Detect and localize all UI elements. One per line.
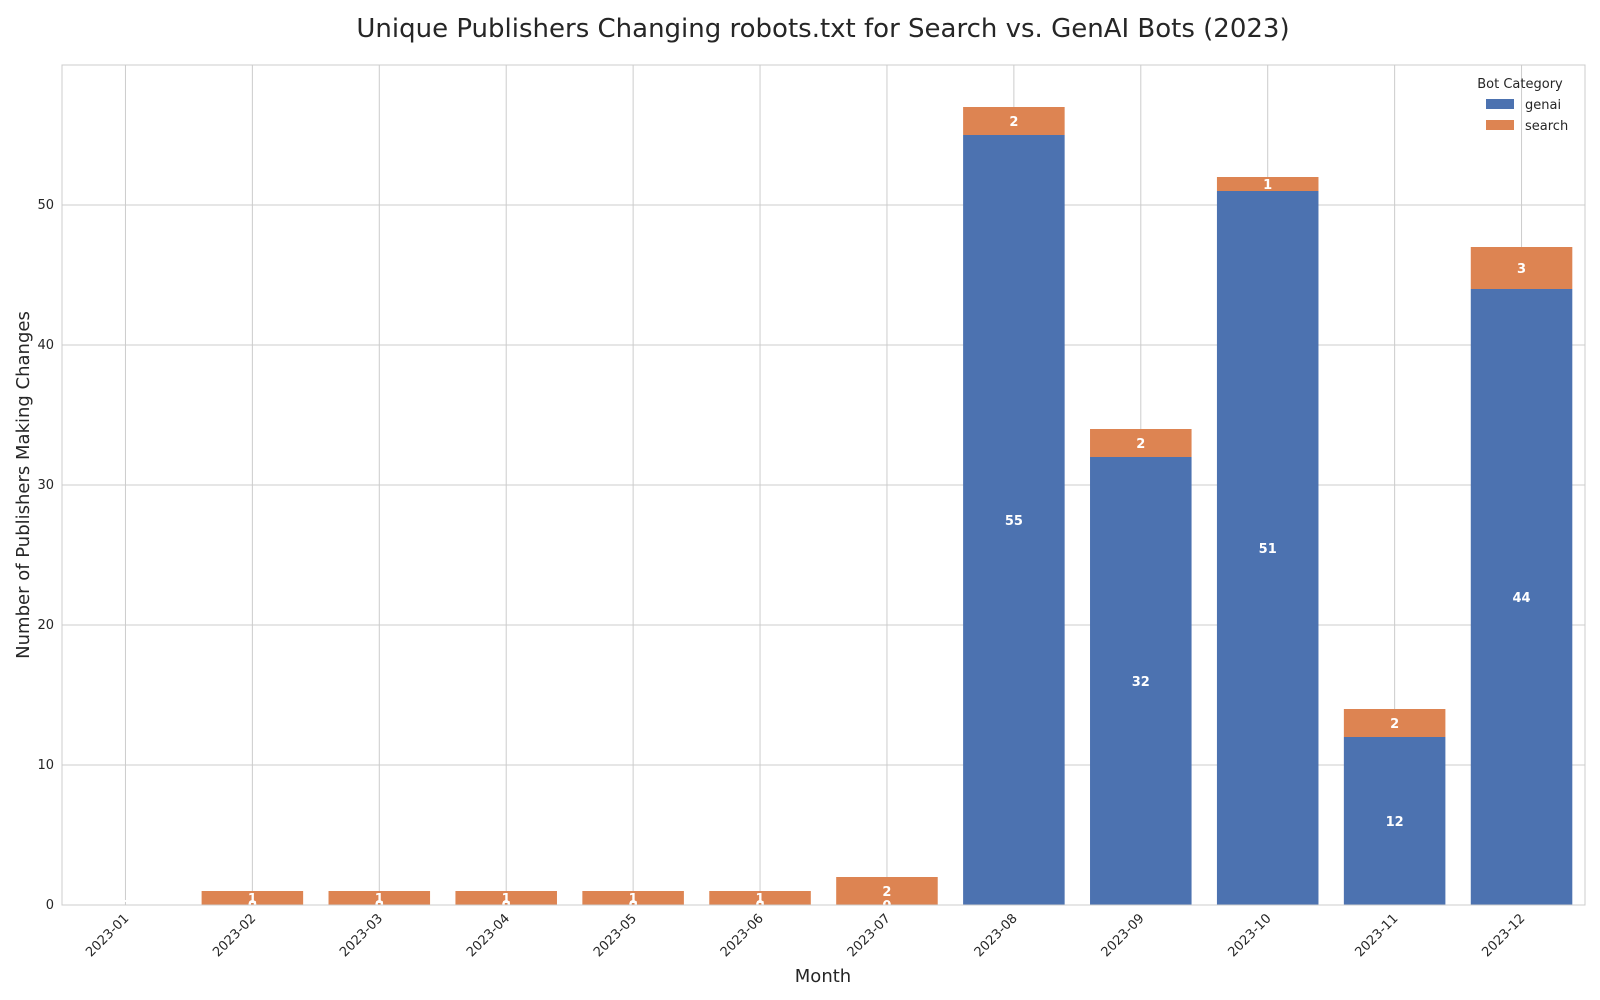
bar-value-label-search: 2 bbox=[1009, 115, 1018, 130]
bar-search bbox=[582, 891, 684, 905]
legend-swatch-genai bbox=[1486, 99, 1514, 109]
bar-search bbox=[836, 877, 938, 905]
bar-search bbox=[455, 891, 557, 905]
bar-value-label-genai: 0 bbox=[756, 899, 765, 914]
legend-label-search: search bbox=[1525, 119, 1568, 134]
bar-value-label-search: 3 bbox=[1517, 262, 1526, 277]
bar-value-label-genai: 0 bbox=[502, 899, 511, 914]
bar-genai bbox=[1470, 289, 1573, 905]
bar-value-label-genai: 55 bbox=[1005, 514, 1023, 529]
bar-genai bbox=[1343, 737, 1446, 905]
bar-value-label-genai: 0 bbox=[121, 899, 130, 914]
bar-search bbox=[1090, 429, 1192, 457]
chart-title: Unique Publishers Changing robots.txt fo… bbox=[356, 14, 1289, 44]
bar-search bbox=[1216, 177, 1319, 191]
bar-value-label-genai: 0 bbox=[248, 899, 257, 914]
bar-search bbox=[1470, 247, 1573, 289]
bar-genai bbox=[1090, 457, 1192, 905]
bar-value-label-search: 1 bbox=[629, 892, 638, 907]
bar-search bbox=[1343, 709, 1446, 737]
y-tick-label: 20 bbox=[37, 618, 54, 633]
bar-search bbox=[201, 891, 304, 905]
legend-title: Bot Category bbox=[1477, 77, 1563, 92]
bar-genai bbox=[963, 135, 1065, 905]
bar-value-label-genai: 0 bbox=[882, 899, 891, 914]
bar-value-label-search: 2 bbox=[882, 885, 891, 900]
bar-value-label-genai: 12 bbox=[1386, 815, 1404, 830]
bar-value-label-search: 1 bbox=[248, 892, 257, 907]
bar-value-label-genai: 0 bbox=[629, 899, 638, 914]
bar-search bbox=[963, 107, 1065, 135]
bar-search bbox=[709, 891, 811, 905]
bar-value-label-search: 1 bbox=[375, 892, 384, 907]
bar-value-label-search: 2 bbox=[1136, 437, 1145, 452]
legend-label-genai: genai bbox=[1525, 98, 1561, 113]
legend-items: genai search bbox=[1486, 98, 1568, 134]
y-tick-label: 50 bbox=[37, 198, 54, 213]
bar-genai bbox=[1216, 191, 1319, 905]
y-tick-label: 30 bbox=[37, 478, 54, 493]
bar-value-label-search: 0 bbox=[121, 899, 130, 914]
y-tick-label: 10 bbox=[37, 758, 54, 773]
bar-value-label-genai: 0 bbox=[375, 899, 384, 914]
legend: Bot Category genai search bbox=[1477, 77, 1568, 134]
bar-value-label-genai: 44 bbox=[1512, 591, 1530, 606]
x-axis-label: Month bbox=[795, 966, 851, 987]
bar-value-label-genai: 51 bbox=[1259, 542, 1277, 557]
legend-swatch-search bbox=[1486, 120, 1514, 130]
bar-value-label-search: 1 bbox=[756, 892, 765, 907]
bar-value-label-search: 1 bbox=[502, 892, 511, 907]
y-tick-label: 40 bbox=[37, 338, 54, 353]
y-tick-label: 0 bbox=[46, 898, 54, 913]
bar-value-label-search: 1 bbox=[1263, 178, 1272, 193]
y-axis-label: Number of Publishers Making Changes bbox=[13, 311, 34, 659]
bar-search bbox=[328, 891, 431, 905]
bar-value-label-search: 2 bbox=[1390, 717, 1399, 732]
bar-value-label-genai: 32 bbox=[1132, 675, 1150, 690]
plot-frame bbox=[61, 64, 1586, 906]
